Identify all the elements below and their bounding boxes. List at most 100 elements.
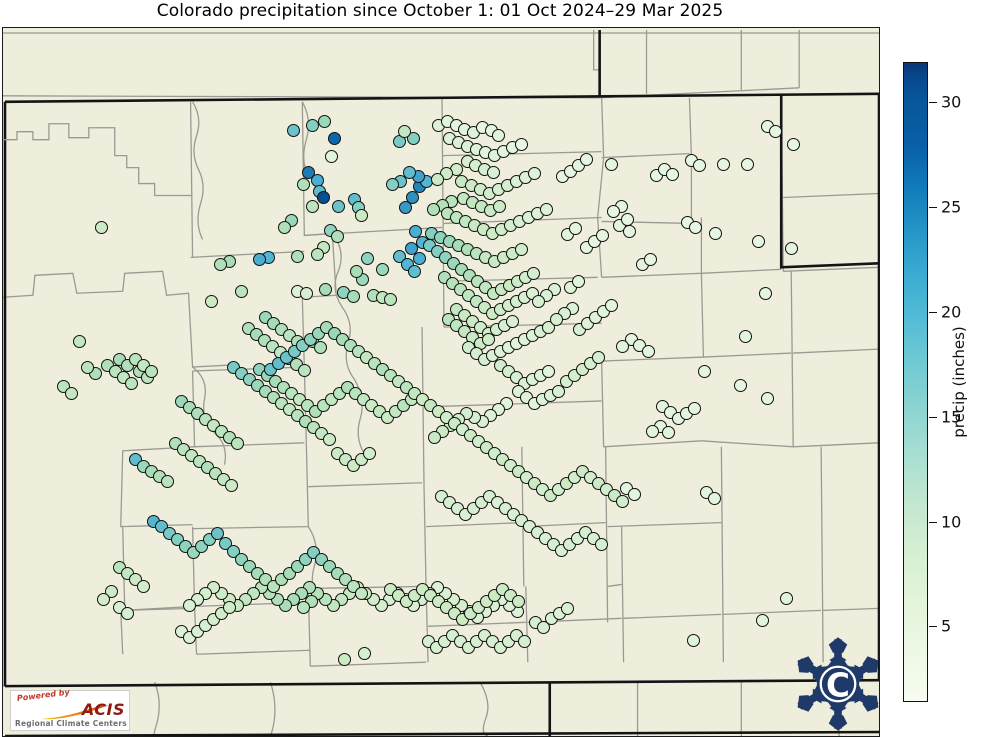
station-point[interactable]	[514, 137, 528, 151]
station-point[interactable]	[687, 401, 701, 415]
station-point[interactable]	[786, 137, 800, 151]
station-point[interactable]	[571, 274, 585, 288]
station-point[interactable]	[234, 284, 248, 298]
station-point[interactable]	[354, 586, 368, 600]
station-point[interactable]	[230, 436, 244, 450]
station-point[interactable]	[375, 262, 389, 276]
map-canvas[interactable]	[2, 27, 880, 737]
station-point[interactable]	[627, 487, 641, 501]
station-point[interactable]	[224, 478, 238, 492]
station-point[interactable]	[72, 334, 86, 348]
station-point[interactable]	[692, 158, 706, 172]
station-point[interactable]	[716, 157, 730, 171]
station-point[interactable]	[296, 177, 310, 191]
station-point[interactable]	[549, 312, 563, 326]
station-point[interactable]	[144, 364, 158, 378]
station-point[interactable]	[297, 363, 311, 377]
station-point[interactable]	[80, 360, 94, 374]
station-point[interactable]	[213, 257, 227, 271]
station-point[interactable]	[327, 131, 341, 145]
station-point[interactable]	[160, 474, 174, 488]
station-point[interactable]	[707, 491, 721, 505]
station-point[interactable]	[591, 350, 605, 364]
station-point[interactable]	[486, 165, 500, 179]
station-point[interactable]	[738, 329, 752, 343]
station-point[interactable]	[604, 157, 618, 171]
station-point[interactable]	[296, 600, 310, 614]
station-point[interactable]	[316, 190, 330, 204]
station-point[interactable]	[595, 228, 609, 242]
station-point[interactable]	[622, 224, 636, 238]
station-point[interactable]	[124, 376, 138, 390]
station-point[interactable]	[383, 292, 397, 306]
station-point[interactable]	[402, 165, 416, 179]
station-point[interactable]	[305, 118, 319, 132]
station-point[interactable]	[551, 384, 565, 398]
station-point[interactable]	[606, 204, 620, 218]
station-point[interactable]	[779, 591, 793, 605]
station-point[interactable]	[331, 199, 345, 213]
station-point[interactable]	[481, 332, 495, 346]
station-point[interactable]	[784, 241, 798, 255]
station-point[interactable]	[665, 167, 679, 181]
station-point[interactable]	[697, 364, 711, 378]
station-point[interactable]	[492, 199, 506, 213]
station-point[interactable]	[349, 264, 363, 278]
station-point[interactable]	[560, 601, 574, 615]
station-point[interactable]	[136, 579, 150, 593]
station-point[interactable]	[346, 289, 360, 303]
station-point[interactable]	[568, 221, 582, 235]
station-point[interactable]	[120, 606, 134, 620]
station-point[interactable]	[252, 252, 266, 266]
station-point[interactable]	[337, 652, 351, 666]
station-point[interactable]	[426, 202, 440, 216]
station-point[interactable]	[527, 166, 541, 180]
station-point[interactable]	[210, 526, 224, 540]
station-point[interactable]	[310, 247, 324, 261]
station-point[interactable]	[511, 594, 525, 608]
station-point[interactable]	[305, 199, 319, 213]
station-point[interactable]	[760, 391, 774, 405]
station-point[interactable]	[398, 200, 412, 214]
station-point[interactable]	[385, 177, 399, 191]
station-point[interactable]	[755, 613, 769, 627]
station-point[interactable]	[290, 249, 304, 263]
station-point[interactable]	[758, 286, 772, 300]
station-point[interactable]	[604, 298, 618, 312]
station-point[interactable]	[301, 165, 315, 179]
station-point[interactable]	[182, 598, 196, 612]
station-point[interactable]	[362, 446, 376, 460]
station-point[interactable]	[594, 537, 608, 551]
station-point[interactable]	[299, 286, 313, 300]
station-point[interactable]	[412, 251, 426, 265]
station-point[interactable]	[286, 123, 300, 137]
station-point[interactable]	[615, 494, 629, 508]
station-point[interactable]	[517, 634, 531, 648]
station-point[interactable]	[536, 620, 550, 634]
station-point[interactable]	[94, 220, 108, 234]
station-point[interactable]	[360, 251, 374, 265]
station-point[interactable]	[357, 646, 371, 660]
station-point[interactable]	[430, 172, 444, 186]
station-point[interactable]	[751, 234, 765, 248]
station-point[interactable]	[397, 124, 411, 138]
station-point[interactable]	[313, 340, 327, 354]
station-point[interactable]	[688, 220, 702, 234]
station-point[interactable]	[407, 264, 421, 278]
station-point[interactable]	[330, 229, 344, 243]
station-point[interactable]	[427, 430, 441, 444]
station-point[interactable]	[708, 226, 722, 240]
station-point[interactable]	[661, 425, 675, 439]
station-point[interactable]	[641, 344, 655, 358]
station-point[interactable]	[354, 208, 368, 222]
station-point[interactable]	[643, 252, 657, 266]
station-point[interactable]	[96, 592, 110, 606]
station-point[interactable]	[324, 149, 338, 163]
station-point[interactable]	[733, 378, 747, 392]
station-point[interactable]	[526, 266, 540, 280]
station-point[interactable]	[491, 128, 505, 142]
station-point[interactable]	[615, 339, 629, 353]
station-point[interactable]	[620, 212, 634, 226]
station-point[interactable]	[541, 364, 555, 378]
station-point[interactable]	[277, 220, 291, 234]
